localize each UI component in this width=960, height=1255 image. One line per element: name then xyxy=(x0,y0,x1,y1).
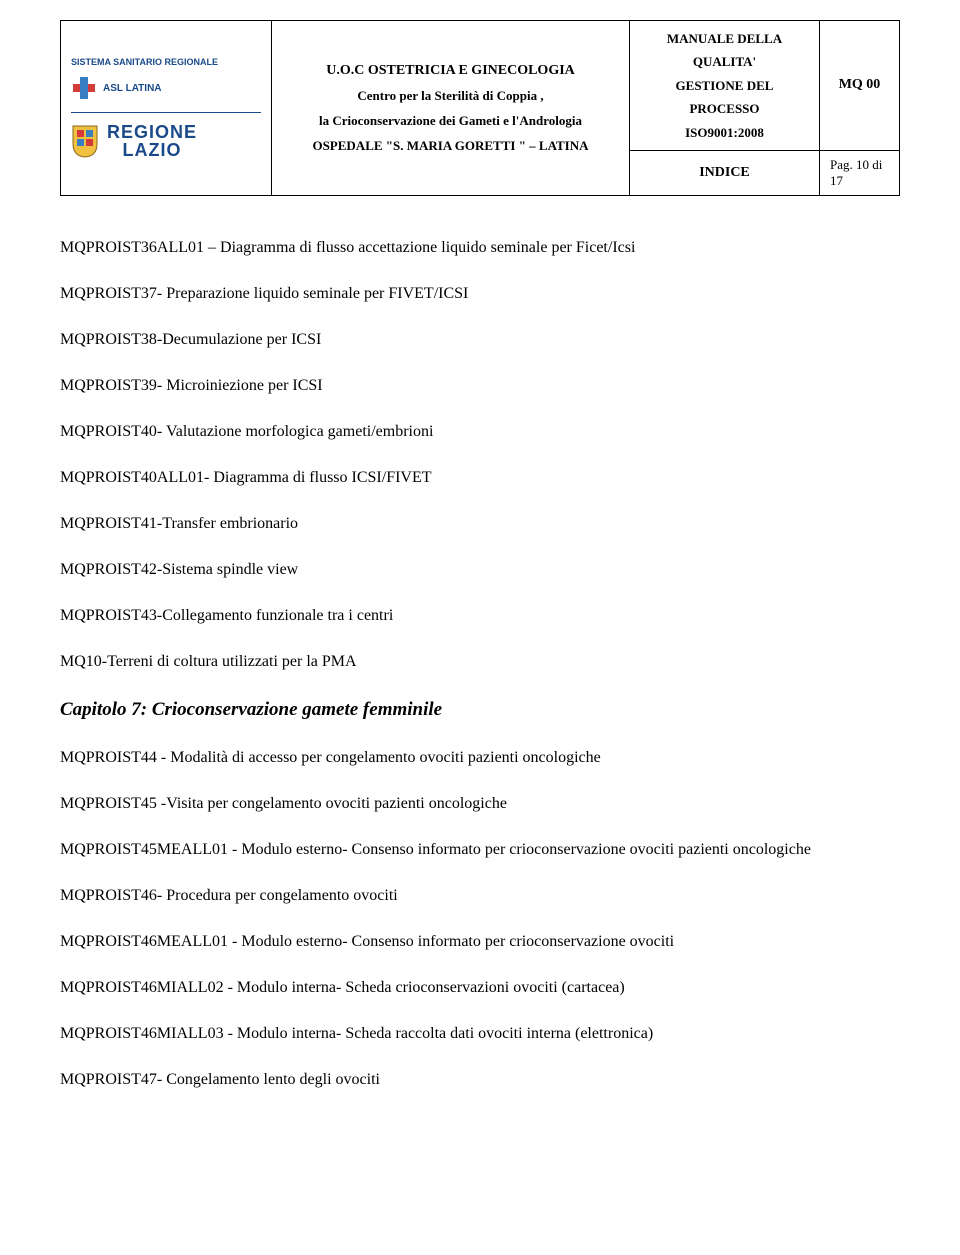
manual-title-cell: MANUALE DELLA QUALITA' GESTIONE DEL PROC… xyxy=(630,21,820,151)
manual-line1: MANUALE DELLA QUALITA' xyxy=(640,27,809,74)
indice-cell: INDICE xyxy=(630,150,820,195)
regione-label: REGIONE xyxy=(107,123,197,141)
page-number: Pag. 10 di 17 xyxy=(830,157,882,188)
entry-mqproist43: MQPROIST43-Collegamento funzionale tra i… xyxy=(60,604,900,628)
indice-label: INDICE xyxy=(699,165,750,180)
org-line3: la Crioconservazione dei Gameti e l'Andr… xyxy=(282,109,619,134)
org-title-cell: U.O.C OSTETRICIA E GINECOLOGIA Centro pe… xyxy=(272,21,630,196)
entry-mqproist41: MQPROIST41-Transfer embrionario xyxy=(60,512,900,536)
entry-mqproist46miall03: MQPROIST46MIALL03 - Modulo interna- Sche… xyxy=(60,1022,900,1046)
manual-line3: ISO9001:2008 xyxy=(640,121,809,144)
doc-code: MQ 00 xyxy=(839,77,881,92)
chapter-7-heading: Capitolo 7: Crioconservazione gamete fem… xyxy=(60,696,900,725)
entry-mqproist36all01: MQPROIST36ALL01 – Diagramma di flusso ac… xyxy=(60,236,900,260)
regione-lazio-logo: SISTEMA SANITARIO REGIONALE ASL LATINA xyxy=(71,53,261,163)
lazio-label: LAZIO xyxy=(107,141,197,159)
doc-code-cell: MQ 00 xyxy=(820,21,900,151)
org-line2: Centro per la Sterilità di Coppia , xyxy=(282,84,619,109)
entry-mqproist45meall01: MQPROIST45MEALL01 - Modulo esterno- Cons… xyxy=(60,838,900,862)
entry-mqproist40all01: MQPROIST40ALL01- Diagramma di flusso ICS… xyxy=(60,466,900,490)
entry-mq10: MQ10-Terreni di coltura utilizzati per l… xyxy=(60,650,900,674)
entry-mqproist39: MQPROIST39- Microiniezione per ICSI xyxy=(60,374,900,398)
manual-line2: GESTIONE DEL PROCESSO xyxy=(640,74,809,121)
document-header-table: SISTEMA SANITARIO REGIONALE ASL LATINA xyxy=(60,20,900,196)
org-line4: OSPEDALE "S. MARIA GORETTI " – LATINA xyxy=(282,134,619,159)
medical-cross-icon xyxy=(71,75,97,101)
document-body: MQPROIST36ALL01 – Diagramma di flusso ac… xyxy=(60,236,900,1093)
asl-label: ASL LATINA xyxy=(103,83,162,94)
entry-mqproist40: MQPROIST40- Valutazione morfologica game… xyxy=(60,420,900,444)
entry-mqproist47: MQPROIST47- Congelamento lento degli ovo… xyxy=(60,1068,900,1092)
logo-cell: SISTEMA SANITARIO REGIONALE ASL LATINA xyxy=(61,21,272,196)
entry-mqproist46miall02: MQPROIST46MIALL02 - Modulo interna- Sche… xyxy=(60,976,900,1000)
entry-mqproist37: MQPROIST37- Preparazione liquido seminal… xyxy=(60,282,900,306)
page-number-cell: Pag. 10 di 17 xyxy=(820,150,900,195)
entry-mqproist46meall01: MQPROIST46MEALL01 - Modulo esterno- Cons… xyxy=(60,930,900,954)
org-line1: U.O.C OSTETRICIA E GINECOLOGIA xyxy=(282,58,619,85)
entry-mqproist38: MQPROIST38-Decumulazione per ICSI xyxy=(60,328,900,352)
coat-of-arms-icon xyxy=(71,124,99,158)
entry-mqproist42: MQPROIST42-Sistema spindle view xyxy=(60,558,900,582)
entry-mqproist45: MQPROIST45 -Visita per congelamento ovoc… xyxy=(60,792,900,816)
ssr-label: SISTEMA SANITARIO REGIONALE xyxy=(71,57,261,67)
entry-mqproist44: MQPROIST44 - Modalità di accesso per con… xyxy=(60,746,900,770)
entry-mqproist46: MQPROIST46- Procedura per congelamento o… xyxy=(60,884,900,908)
